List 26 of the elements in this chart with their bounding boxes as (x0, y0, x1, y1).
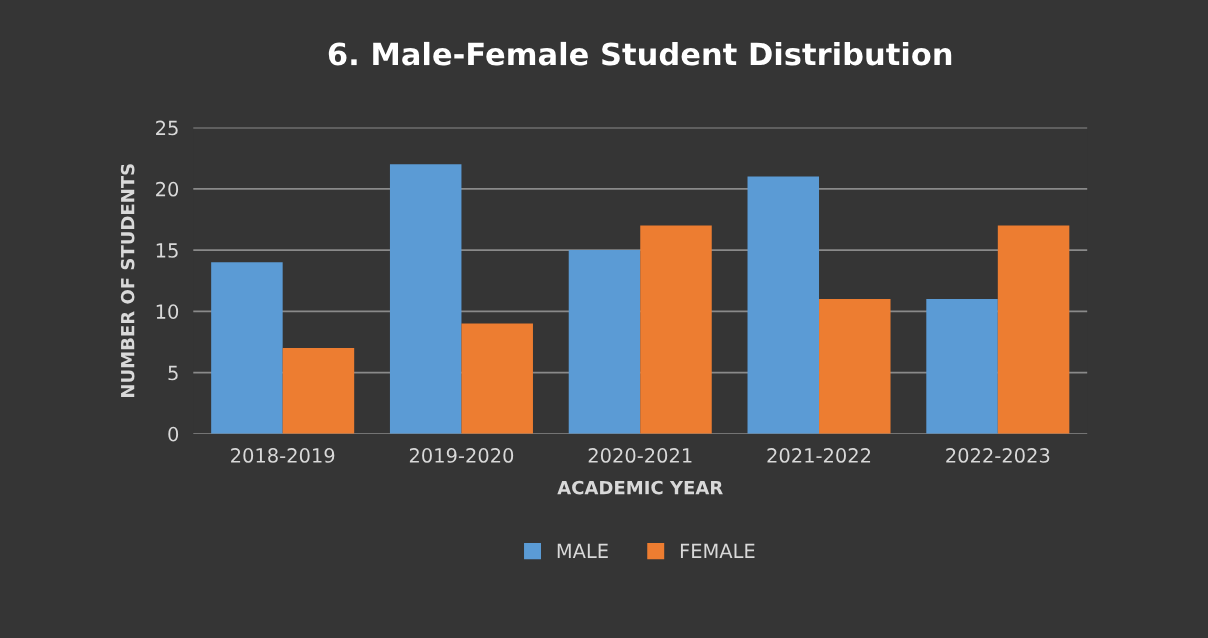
bar (926, 299, 998, 434)
y-tick-label: 15 (156, 243, 178, 258)
y-tick-label: 10 (156, 304, 179, 320)
bar (389, 164, 462, 434)
y-tick-label: 5 (168, 365, 178, 381)
bar (282, 348, 355, 434)
bar (211, 262, 283, 434)
bar (819, 299, 891, 434)
bar (568, 250, 641, 434)
bar (640, 225, 712, 434)
x-axis-title: ACADEMIC YEAR (557, 480, 723, 495)
x-tick-label: 2022-2023 (946, 448, 1050, 463)
x-tick-label: 2020-2021 (588, 448, 692, 463)
y-tick-label: 25 (156, 120, 178, 136)
y-axis-title: NUMBER OF STUDENTS (120, 164, 135, 397)
bar (997, 225, 1070, 434)
y-tick-label: 20 (156, 181, 179, 197)
x-tick-label: 2021-2022 (767, 448, 871, 463)
chart-title: 6. Male-Female Student Distribution (328, 41, 952, 66)
bar (461, 323, 533, 434)
x-tick-label: 2018-2019 (231, 448, 335, 463)
legend-label: MALE (557, 543, 608, 558)
legend-label: FEMALE (680, 543, 755, 558)
x-tick-label: 2019-2020 (409, 448, 514, 463)
y-tick-label: 0 (168, 426, 179, 442)
bar (747, 176, 820, 434)
